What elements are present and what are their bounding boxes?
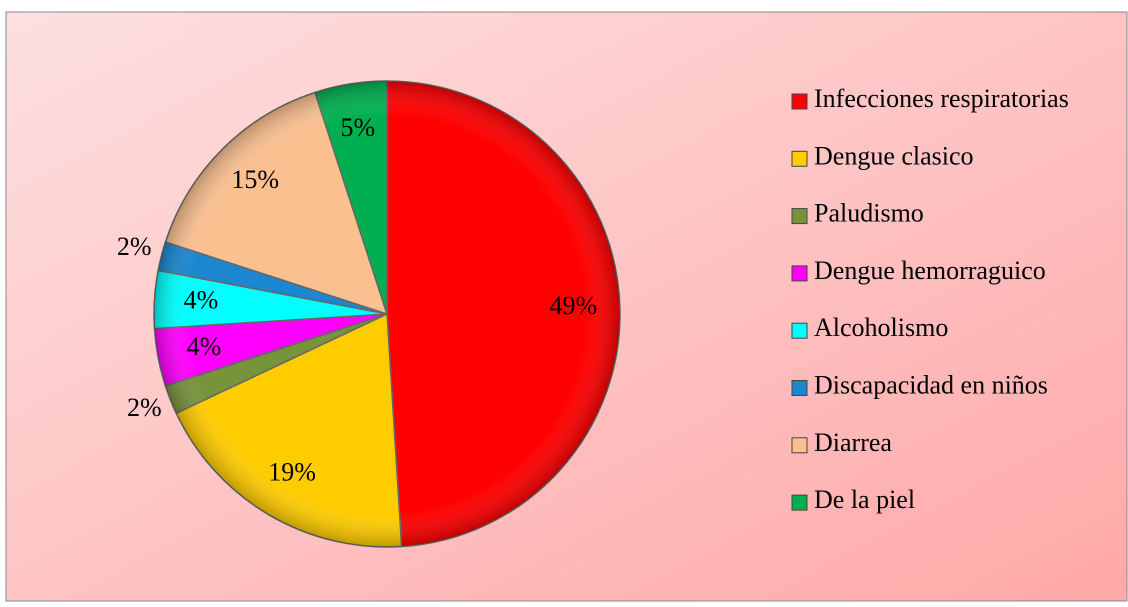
legend-label: Infecciones respiratorias <box>814 84 1069 113</box>
legend-label: Paludismo <box>814 199 924 228</box>
legend-swatch <box>791 380 808 396</box>
data-label: 49% <box>549 291 597 320</box>
data-label: 5% <box>341 113 376 142</box>
legend-swatch <box>791 265 808 282</box>
legend-swatch <box>791 208 808 225</box>
legend-label: Diarrea <box>814 428 892 457</box>
legend-swatch <box>791 437 808 454</box>
data-label: 2% <box>127 393 162 422</box>
legend-swatch <box>791 494 808 511</box>
legend-swatch <box>791 93 808 110</box>
legend-swatch <box>791 322 808 339</box>
data-labels: 49% 19% 2% 4% 4% 2% 15% 5% <box>117 113 597 487</box>
data-label: 15% <box>231 165 279 194</box>
legend-label: Dengue clasico <box>814 141 974 170</box>
data-label: 4% <box>184 285 219 314</box>
data-label: 19% <box>268 457 316 486</box>
legend: Infecciones respiratorias Dengue clasico P… <box>791 84 1069 514</box>
legend-label: Discapacidad en niños <box>814 370 1048 399</box>
legend-label: Dengue hemorraguico <box>814 256 1046 285</box>
legend-swatch <box>791 150 808 167</box>
data-label: 2% <box>117 232 152 261</box>
legend-label: De la piel <box>814 485 915 514</box>
legend-label: Alcoholismo <box>814 313 948 342</box>
data-label: 4% <box>187 332 222 361</box>
